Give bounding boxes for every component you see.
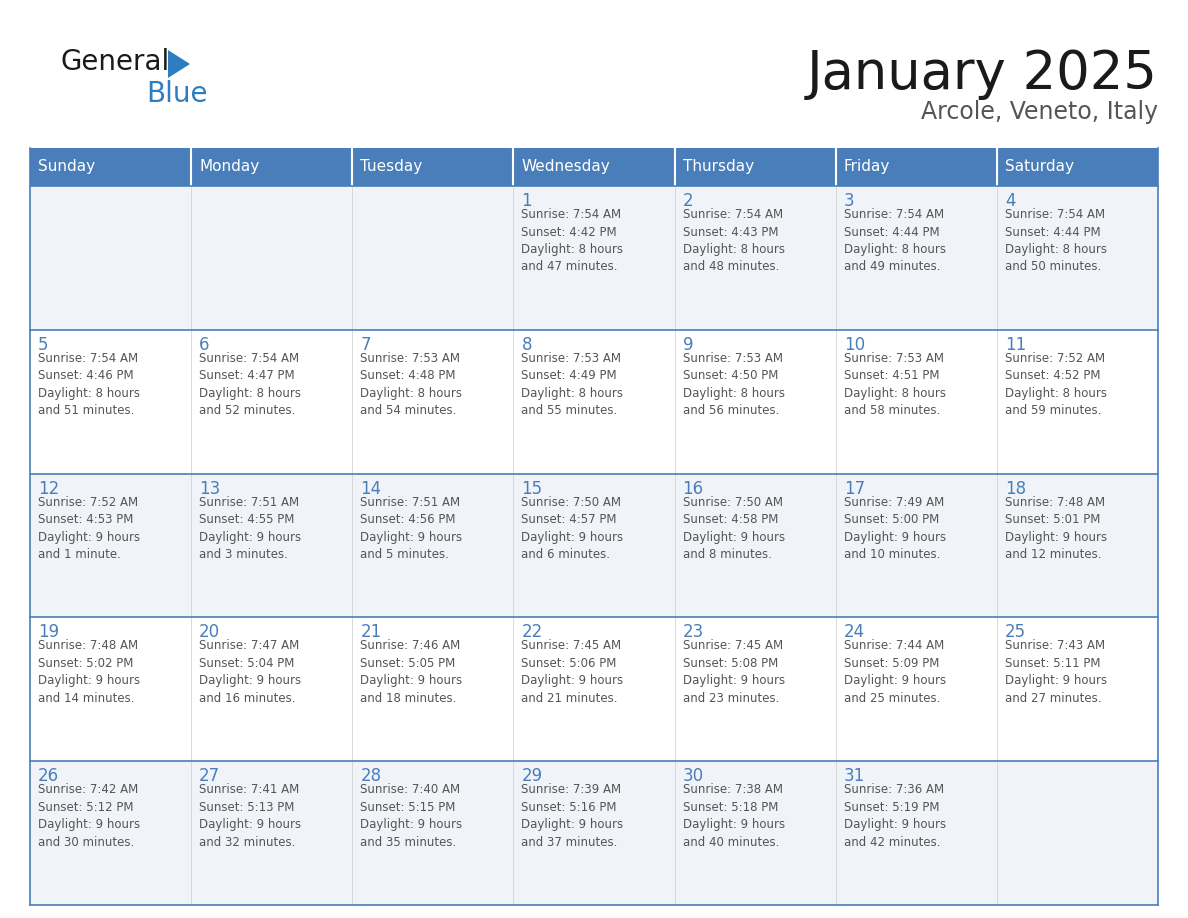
Text: 8: 8 bbox=[522, 336, 532, 353]
Text: 24: 24 bbox=[843, 623, 865, 642]
Text: Sunrise: 7:54 AM
Sunset: 4:43 PM
Daylight: 8 hours
and 48 minutes.: Sunrise: 7:54 AM Sunset: 4:43 PM Dayligh… bbox=[683, 208, 784, 274]
Text: Sunrise: 7:52 AM
Sunset: 4:52 PM
Daylight: 8 hours
and 59 minutes.: Sunrise: 7:52 AM Sunset: 4:52 PM Dayligh… bbox=[1005, 352, 1107, 418]
Text: Sunrise: 7:53 AM
Sunset: 4:48 PM
Daylight: 8 hours
and 54 minutes.: Sunrise: 7:53 AM Sunset: 4:48 PM Dayligh… bbox=[360, 352, 462, 418]
Text: Friday: Friday bbox=[843, 160, 890, 174]
Text: Sunrise: 7:54 AM
Sunset: 4:44 PM
Daylight: 8 hours
and 50 minutes.: Sunrise: 7:54 AM Sunset: 4:44 PM Dayligh… bbox=[1005, 208, 1107, 274]
Bar bbox=[30, 330, 1158, 474]
Text: 9: 9 bbox=[683, 336, 693, 353]
Text: 17: 17 bbox=[843, 479, 865, 498]
Text: 13: 13 bbox=[200, 479, 221, 498]
Text: Sunrise: 7:42 AM
Sunset: 5:12 PM
Daylight: 9 hours
and 30 minutes.: Sunrise: 7:42 AM Sunset: 5:12 PM Dayligh… bbox=[38, 783, 140, 849]
Text: Saturday: Saturday bbox=[1005, 160, 1074, 174]
Bar bbox=[30, 618, 1158, 761]
Text: 28: 28 bbox=[360, 767, 381, 785]
Text: 2: 2 bbox=[683, 192, 693, 210]
Text: Blue: Blue bbox=[146, 80, 208, 108]
Text: 15: 15 bbox=[522, 479, 543, 498]
Text: Sunrise: 7:53 AM
Sunset: 4:49 PM
Daylight: 8 hours
and 55 minutes.: Sunrise: 7:53 AM Sunset: 4:49 PM Dayligh… bbox=[522, 352, 624, 418]
Text: Monday: Monday bbox=[200, 160, 259, 174]
Text: Sunrise: 7:46 AM
Sunset: 5:05 PM
Daylight: 9 hours
and 18 minutes.: Sunrise: 7:46 AM Sunset: 5:05 PM Dayligh… bbox=[360, 640, 462, 705]
Text: 11: 11 bbox=[1005, 336, 1026, 353]
Text: Wednesday: Wednesday bbox=[522, 160, 611, 174]
Text: 6: 6 bbox=[200, 336, 209, 353]
Text: Tuesday: Tuesday bbox=[360, 160, 423, 174]
Text: Sunrise: 7:52 AM
Sunset: 4:53 PM
Daylight: 9 hours
and 1 minute.: Sunrise: 7:52 AM Sunset: 4:53 PM Dayligh… bbox=[38, 496, 140, 561]
Text: Sunrise: 7:43 AM
Sunset: 5:11 PM
Daylight: 9 hours
and 27 minutes.: Sunrise: 7:43 AM Sunset: 5:11 PM Dayligh… bbox=[1005, 640, 1107, 705]
Text: Sunrise: 7:40 AM
Sunset: 5:15 PM
Daylight: 9 hours
and 35 minutes.: Sunrise: 7:40 AM Sunset: 5:15 PM Dayligh… bbox=[360, 783, 462, 849]
Text: Sunrise: 7:41 AM
Sunset: 5:13 PM
Daylight: 9 hours
and 32 minutes.: Sunrise: 7:41 AM Sunset: 5:13 PM Dayligh… bbox=[200, 783, 302, 849]
Text: January 2025: January 2025 bbox=[807, 48, 1158, 100]
Text: Sunrise: 7:53 AM
Sunset: 4:51 PM
Daylight: 8 hours
and 58 minutes.: Sunrise: 7:53 AM Sunset: 4:51 PM Dayligh… bbox=[843, 352, 946, 418]
Bar bbox=[191, 148, 353, 186]
Text: Sunday: Sunday bbox=[38, 160, 95, 174]
Bar bbox=[30, 761, 1158, 905]
Text: Sunrise: 7:53 AM
Sunset: 4:50 PM
Daylight: 8 hours
and 56 minutes.: Sunrise: 7:53 AM Sunset: 4:50 PM Dayligh… bbox=[683, 352, 784, 418]
Text: 20: 20 bbox=[200, 623, 220, 642]
Text: 21: 21 bbox=[360, 623, 381, 642]
Polygon shape bbox=[168, 50, 190, 78]
Text: Sunrise: 7:48 AM
Sunset: 5:02 PM
Daylight: 9 hours
and 14 minutes.: Sunrise: 7:48 AM Sunset: 5:02 PM Dayligh… bbox=[38, 640, 140, 705]
Text: 25: 25 bbox=[1005, 623, 1026, 642]
Bar bbox=[30, 474, 1158, 618]
Text: 18: 18 bbox=[1005, 479, 1026, 498]
Text: 27: 27 bbox=[200, 767, 220, 785]
Text: Sunrise: 7:51 AM
Sunset: 4:56 PM
Daylight: 9 hours
and 5 minutes.: Sunrise: 7:51 AM Sunset: 4:56 PM Dayligh… bbox=[360, 496, 462, 561]
Text: 1: 1 bbox=[522, 192, 532, 210]
Text: Sunrise: 7:50 AM
Sunset: 4:58 PM
Daylight: 9 hours
and 8 minutes.: Sunrise: 7:50 AM Sunset: 4:58 PM Dayligh… bbox=[683, 496, 785, 561]
Text: 22: 22 bbox=[522, 623, 543, 642]
Text: Sunrise: 7:54 AM
Sunset: 4:47 PM
Daylight: 8 hours
and 52 minutes.: Sunrise: 7:54 AM Sunset: 4:47 PM Dayligh… bbox=[200, 352, 301, 418]
Text: 7: 7 bbox=[360, 336, 371, 353]
Text: Thursday: Thursday bbox=[683, 160, 753, 174]
Bar bbox=[30, 148, 191, 186]
Text: 3: 3 bbox=[843, 192, 854, 210]
Text: 29: 29 bbox=[522, 767, 543, 785]
Text: Sunrise: 7:39 AM
Sunset: 5:16 PM
Daylight: 9 hours
and 37 minutes.: Sunrise: 7:39 AM Sunset: 5:16 PM Dayligh… bbox=[522, 783, 624, 849]
Text: 31: 31 bbox=[843, 767, 865, 785]
Bar bbox=[353, 148, 513, 186]
Text: Sunrise: 7:38 AM
Sunset: 5:18 PM
Daylight: 9 hours
and 40 minutes.: Sunrise: 7:38 AM Sunset: 5:18 PM Dayligh… bbox=[683, 783, 785, 849]
Text: Sunrise: 7:36 AM
Sunset: 5:19 PM
Daylight: 9 hours
and 42 minutes.: Sunrise: 7:36 AM Sunset: 5:19 PM Dayligh… bbox=[843, 783, 946, 849]
Bar bbox=[513, 148, 675, 186]
Bar bbox=[675, 148, 835, 186]
Text: 5: 5 bbox=[38, 336, 49, 353]
Text: 10: 10 bbox=[843, 336, 865, 353]
Text: Sunrise: 7:45 AM
Sunset: 5:08 PM
Daylight: 9 hours
and 23 minutes.: Sunrise: 7:45 AM Sunset: 5:08 PM Dayligh… bbox=[683, 640, 785, 705]
Bar bbox=[997, 148, 1158, 186]
Text: General: General bbox=[61, 48, 169, 76]
Text: 30: 30 bbox=[683, 767, 703, 785]
Text: Sunrise: 7:54 AM
Sunset: 4:46 PM
Daylight: 8 hours
and 51 minutes.: Sunrise: 7:54 AM Sunset: 4:46 PM Dayligh… bbox=[38, 352, 140, 418]
Text: Sunrise: 7:50 AM
Sunset: 4:57 PM
Daylight: 9 hours
and 6 minutes.: Sunrise: 7:50 AM Sunset: 4:57 PM Dayligh… bbox=[522, 496, 624, 561]
Text: 19: 19 bbox=[38, 623, 59, 642]
Text: Sunrise: 7:47 AM
Sunset: 5:04 PM
Daylight: 9 hours
and 16 minutes.: Sunrise: 7:47 AM Sunset: 5:04 PM Dayligh… bbox=[200, 640, 302, 705]
Text: 26: 26 bbox=[38, 767, 59, 785]
Text: Arcole, Veneto, Italy: Arcole, Veneto, Italy bbox=[921, 100, 1158, 124]
Text: Sunrise: 7:51 AM
Sunset: 4:55 PM
Daylight: 9 hours
and 3 minutes.: Sunrise: 7:51 AM Sunset: 4:55 PM Dayligh… bbox=[200, 496, 302, 561]
Text: Sunrise: 7:54 AM
Sunset: 4:42 PM
Daylight: 8 hours
and 47 minutes.: Sunrise: 7:54 AM Sunset: 4:42 PM Dayligh… bbox=[522, 208, 624, 274]
Text: 16: 16 bbox=[683, 479, 703, 498]
Bar bbox=[835, 148, 997, 186]
Text: 23: 23 bbox=[683, 623, 703, 642]
Text: Sunrise: 7:49 AM
Sunset: 5:00 PM
Daylight: 9 hours
and 10 minutes.: Sunrise: 7:49 AM Sunset: 5:00 PM Dayligh… bbox=[843, 496, 946, 561]
Text: Sunrise: 7:54 AM
Sunset: 4:44 PM
Daylight: 8 hours
and 49 minutes.: Sunrise: 7:54 AM Sunset: 4:44 PM Dayligh… bbox=[843, 208, 946, 274]
Text: Sunrise: 7:48 AM
Sunset: 5:01 PM
Daylight: 9 hours
and 12 minutes.: Sunrise: 7:48 AM Sunset: 5:01 PM Dayligh… bbox=[1005, 496, 1107, 561]
Bar bbox=[30, 186, 1158, 330]
Text: 12: 12 bbox=[38, 479, 59, 498]
Text: 4: 4 bbox=[1005, 192, 1016, 210]
Text: Sunrise: 7:44 AM
Sunset: 5:09 PM
Daylight: 9 hours
and 25 minutes.: Sunrise: 7:44 AM Sunset: 5:09 PM Dayligh… bbox=[843, 640, 946, 705]
Text: Sunrise: 7:45 AM
Sunset: 5:06 PM
Daylight: 9 hours
and 21 minutes.: Sunrise: 7:45 AM Sunset: 5:06 PM Dayligh… bbox=[522, 640, 624, 705]
Text: 14: 14 bbox=[360, 479, 381, 498]
